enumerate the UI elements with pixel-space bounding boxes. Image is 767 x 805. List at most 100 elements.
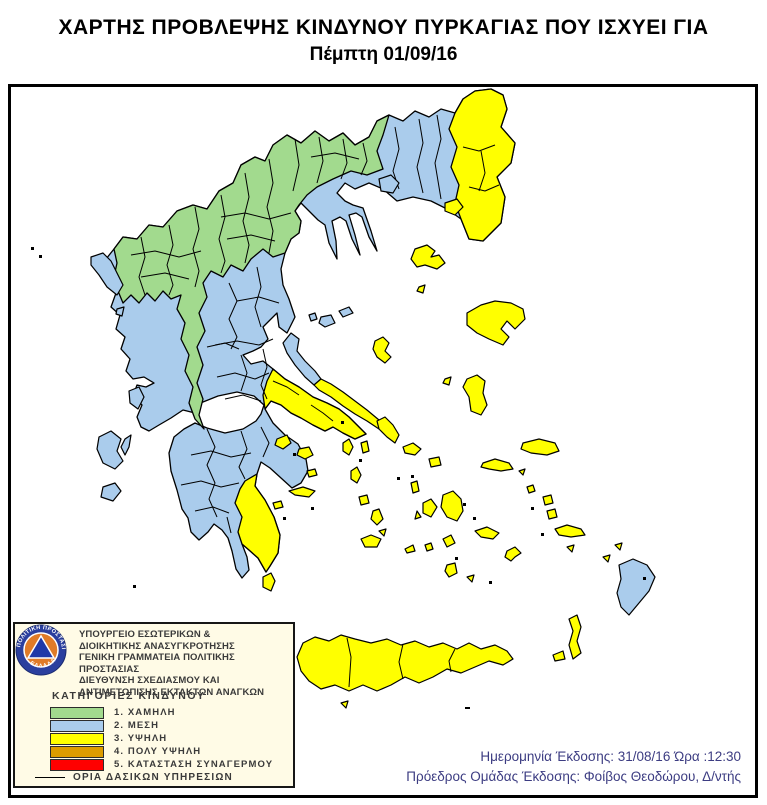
island-corfu [90, 252, 124, 296]
islet [190, 450, 252, 458]
island-sifnos [370, 508, 384, 526]
islet [218, 194, 226, 274]
islet [468, 184, 500, 192]
legend-label: 5. ΚΑΤΑΣΤΑΣΗ ΣΥΝΑΓΕΡΜΟΥ [114, 759, 274, 770]
island-kimolos [378, 528, 387, 537]
islet [283, 517, 286, 520]
island-spetses [272, 500, 284, 510]
islet [238, 430, 248, 480]
islet [531, 507, 534, 510]
islet [541, 533, 544, 536]
legend-title: ΚΑΤΗΓΟΡΙΕΣ ΚΙΝΔΥΝΟΥ [52, 690, 206, 702]
island-salamina [274, 434, 292, 450]
island-amorgos [474, 526, 500, 540]
islet [462, 144, 496, 152]
region-laconia [234, 473, 281, 573]
island-syros [410, 480, 420, 494]
islet [272, 380, 300, 396]
islet [130, 250, 202, 258]
islet [206, 342, 240, 350]
islands-aegean-east [410, 198, 560, 494]
islet [310, 404, 334, 422]
islet [138, 236, 146, 296]
islet [226, 516, 232, 534]
island-chios [462, 374, 488, 416]
islet [448, 648, 456, 673]
island-tilos [602, 554, 611, 563]
island-mykonos [428, 456, 442, 468]
island-nisyros [566, 544, 575, 553]
islet [316, 136, 324, 184]
island-makronisos [360, 440, 370, 454]
island-folegandros [404, 544, 416, 554]
island-gavdos [340, 700, 349, 709]
agency-line: ΓΕΝΙΚΗ ΓΡΑΜΜΑΤΕΙΑ ΠΟΛΙΤΙΚΗΣ ΠΡΟΣΤΑΣΙΑΣ [79, 652, 235, 675]
agency-line: ΔΙΟΙΚΗΤΙΚΗΣ ΑΝΑΣΥΓΚΡΟΤΗΣΗΣ [79, 640, 235, 652]
islet [266, 158, 274, 254]
legend-box: ΠΟΛΙΤΙΚΗ ΠΡΟΣΤΑΣΙΑ ΕΛΛΑΔΑ ΥΠΟΥΡΓΕΙΟ ΕΣΩΤ… [13, 622, 295, 788]
islet [341, 421, 344, 424]
island-santorini [444, 562, 458, 578]
legend-label: 3. ΥΨΗΛΗ [114, 733, 168, 744]
islet [206, 428, 218, 518]
island-samothrace [444, 198, 464, 216]
islet [192, 206, 200, 288]
island-ios [442, 534, 456, 548]
islet [434, 114, 442, 200]
island-sikinos [424, 542, 434, 552]
legend-swatch-medium [50, 719, 104, 732]
legend-label: 1. ΧΑΜΗΛΗ [114, 707, 176, 718]
island-leros [542, 494, 554, 506]
island-fourni [518, 468, 526, 476]
island-ithaki [120, 434, 132, 456]
islet [478, 150, 486, 192]
island-kythnos [350, 466, 362, 484]
legend-swatch-alert [50, 758, 104, 771]
islet [224, 394, 262, 402]
island-hydra [288, 486, 316, 498]
island-anafi [466, 574, 475, 583]
island-psara [442, 376, 452, 386]
islet [31, 247, 34, 250]
legend-row: 3. ΥΨΗΛΗ [50, 732, 273, 745]
civil-protection-logo: ΠΟΛΙΤΙΚΗ ΠΡΟΣΤΑΣΙΑ ΕΛΛΑΔΑ [15, 624, 67, 676]
island-naxos [440, 490, 464, 522]
islet [411, 475, 414, 478]
islet [311, 507, 314, 510]
islet [473, 517, 476, 520]
island-lefkada [128, 386, 145, 410]
islands-cyclades [342, 416, 500, 583]
island-aegina [296, 446, 314, 460]
island-poros [306, 468, 318, 478]
islet [397, 477, 400, 480]
legend-row: 2. ΜΕΣΗ [50, 719, 273, 732]
islet [260, 426, 270, 458]
islet [26, 634, 56, 659]
island-kos [554, 524, 586, 538]
legend-row: 5. ΚΑΤΑΣΤΑΣΗ ΣΥΝΑΓΕΡΜΟΥ [50, 758, 273, 771]
legend-label: 4. ΠΟΛΥ ΥΨΗΛΗ [114, 746, 202, 757]
legend-swatch-low [50, 706, 104, 719]
islet [455, 557, 458, 560]
islands-sporades [308, 306, 354, 328]
legend-swatch-very-high [50, 745, 104, 758]
island-karpathos [568, 614, 582, 660]
map-frame: ΠΟΛΙΤΙΚΗ ΠΡΟΣΤΑΣΙΑ ΕΛΛΑΔΑ ΥΠΟΥΡΓΕΙΟ ΕΣΩΤ… [8, 84, 758, 798]
agency-line: ΑΝΤΙΜΕΤΩΠΙΣΗΣ ΕΚΤΑΚΤΩΝ ΑΝΑΓΚΩΝ [79, 686, 265, 698]
island-thasos [378, 174, 400, 194]
island-andros [376, 416, 400, 444]
legend-row: 4. ΠΟΛΥ ΥΨΗΛΗ [50, 745, 273, 758]
island-kasos [552, 650, 566, 662]
island-skiathos [308, 312, 318, 322]
island-agios-efstratios [416, 284, 426, 294]
islands-saronic [272, 434, 318, 510]
island-skopelos [318, 314, 336, 328]
islands-dodecanese [504, 494, 623, 662]
issue-date: Ημερομηνία Έκδοσης: 31/08/16 Ώρα :12:30 [480, 749, 741, 764]
islet [194, 506, 230, 514]
island-serifos [358, 494, 370, 506]
islet [416, 118, 424, 194]
island-crete [296, 634, 514, 692]
islet [180, 480, 240, 488]
islet [643, 577, 646, 580]
